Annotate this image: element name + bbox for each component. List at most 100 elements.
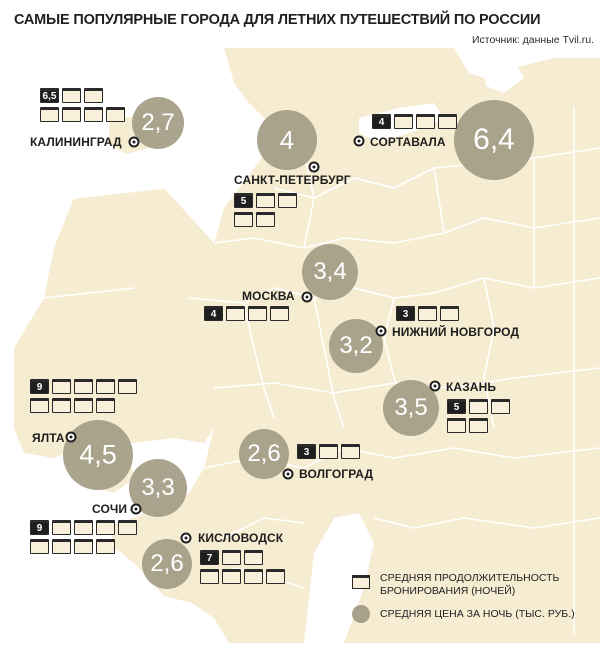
city-dot-moscow	[301, 291, 313, 303]
calendar-icon	[74, 379, 93, 394]
calendar-icon	[226, 306, 245, 321]
land-area-north	[224, 48, 600, 158]
calendar-icon	[118, 379, 137, 394]
calendar-icon	[96, 398, 115, 413]
calendar-icon	[447, 418, 466, 433]
calendar-icon	[74, 398, 93, 413]
nights-count-icon: 5	[234, 193, 253, 208]
price-circle-spb	[257, 110, 317, 170]
calendar-icon	[30, 539, 49, 554]
nights-count-icon: 3	[396, 306, 415, 321]
calendar-icon	[222, 550, 241, 565]
price-label-nn: 3,2	[339, 332, 373, 359]
nights-count-icon: 4	[372, 114, 391, 129]
calendar-icon	[491, 399, 510, 414]
price-label-kislovodsk: 2,6	[150, 550, 184, 577]
nights-calendars-sortavala: 4	[372, 114, 457, 129]
calendar-icon	[84, 88, 103, 103]
calendar-icon	[62, 88, 81, 103]
city-label-nn: НИЖНИЙ НОВГОРОД	[392, 325, 520, 339]
ukraine-region	[14, 288, 219, 458]
calendar-icon	[270, 306, 289, 321]
nights-calendars-moscow: 4	[204, 306, 289, 321]
city-label-volgograd: ВОЛГОГРАД	[299, 467, 374, 481]
city-label-sortavala: СОРТАВАЛА	[370, 135, 446, 149]
calendar-icon	[469, 418, 488, 433]
city-dot-sochi	[130, 503, 142, 515]
price-circle-sortavala	[454, 100, 534, 180]
calendar-icon	[96, 379, 115, 394]
price-label-yalta: 4,5	[79, 439, 117, 470]
calendar-icon	[52, 539, 71, 554]
black-sea	[14, 473, 224, 643]
belarus-region	[44, 188, 214, 298]
nights-count-icon: 4	[204, 306, 223, 321]
calendar-icon	[248, 306, 267, 321]
calendar-icon	[256, 212, 275, 227]
nights-count-icon: 9	[30, 379, 49, 394]
calendar-icon	[40, 107, 59, 122]
nights-count-icon: 7	[200, 550, 219, 565]
legend-circle-icon	[352, 605, 370, 623]
calendar-icon	[30, 398, 49, 413]
calendar-icon	[74, 520, 93, 535]
nights-calendars-yalta: 9	[30, 379, 137, 413]
nights-calendars-nn: 3	[396, 306, 459, 321]
price-circle-moscow	[302, 244, 358, 300]
calendar-icon	[62, 107, 81, 122]
calendar-icon	[222, 569, 241, 584]
legend-calendar-icon	[352, 575, 370, 589]
price-label-spb: 4	[279, 125, 295, 155]
nights-count-icon: 5	[447, 399, 466, 414]
calendar-icon	[394, 114, 413, 129]
calendar-icon	[438, 114, 457, 129]
nights-calendars-kaliningrad: 6,5	[40, 88, 125, 122]
calendar-icon	[52, 379, 71, 394]
calendar-icon	[469, 399, 488, 414]
nights-count-icon: 6,5	[40, 88, 59, 103]
legend-price-text: СРЕДНЯЯ ЦЕНА ЗА НОЧЬ (ТЫС. РУБ.)	[380, 608, 575, 620]
price-label-kazan: 3,5	[394, 394, 428, 421]
price-circle-yalta	[63, 420, 133, 490]
city-label-kaliningrad: КАЛИНИНГРАД	[30, 135, 122, 149]
nights-calendars-spb: 5	[234, 193, 297, 227]
city-dot-kislovodsk	[180, 532, 192, 544]
calendar-icon	[74, 539, 93, 554]
calendar-icon	[84, 107, 103, 122]
calendar-icon	[106, 107, 125, 122]
calendar-icon	[416, 114, 435, 129]
price-label-sochi: 3,3	[141, 474, 175, 501]
city-label-spb: САНКТ-ПЕТЕРБУРГ	[234, 173, 351, 187]
price-circle-volgograd	[239, 429, 289, 479]
onega-lake	[484, 60, 524, 93]
caspian-sea	[304, 513, 374, 643]
city-dot-spb	[308, 161, 320, 173]
city-label-moscow: МОСКВА	[242, 289, 295, 303]
city-dot-yalta	[65, 431, 77, 443]
price-circle-sochi	[129, 459, 187, 517]
calendar-icon	[200, 569, 219, 584]
nights-calendars-kazan: 5	[447, 399, 510, 433]
city-dot-kaliningrad	[128, 136, 140, 148]
calendar-icon	[266, 569, 285, 584]
nights-count-icon: 3	[297, 444, 316, 459]
city-dot-kazan	[429, 380, 441, 392]
calendar-icon	[244, 569, 263, 584]
calendar-icon	[278, 193, 297, 208]
map-title: САМЫЕ ПОПУЛЯРНЫЕ ГОРОДА ДЛЯ ЛЕТНИХ ПУТЕШ…	[14, 12, 541, 28]
calendar-icon	[244, 550, 263, 565]
city-dot-volgograd	[282, 468, 294, 480]
source-note: Источник: данные Tvil.ru.	[471, 34, 594, 46]
price-circle-kaliningrad	[132, 97, 184, 149]
price-circle-kislovodsk	[142, 539, 192, 589]
city-label-kislovodsk: КИСЛОВОДСК	[198, 531, 284, 545]
city-label-kazan: КАЗАНЬ	[446, 380, 497, 394]
city-label-sochi: СОЧИ	[92, 502, 128, 516]
nights-calendars-sochi: 9	[30, 520, 137, 554]
city-dot-nn	[375, 325, 387, 337]
city-label-yalta: ЯЛТА	[32, 431, 65, 445]
calendar-icon	[341, 444, 360, 459]
price-label-sortavala: 6,4	[473, 123, 515, 156]
calendar-icon	[52, 398, 71, 413]
